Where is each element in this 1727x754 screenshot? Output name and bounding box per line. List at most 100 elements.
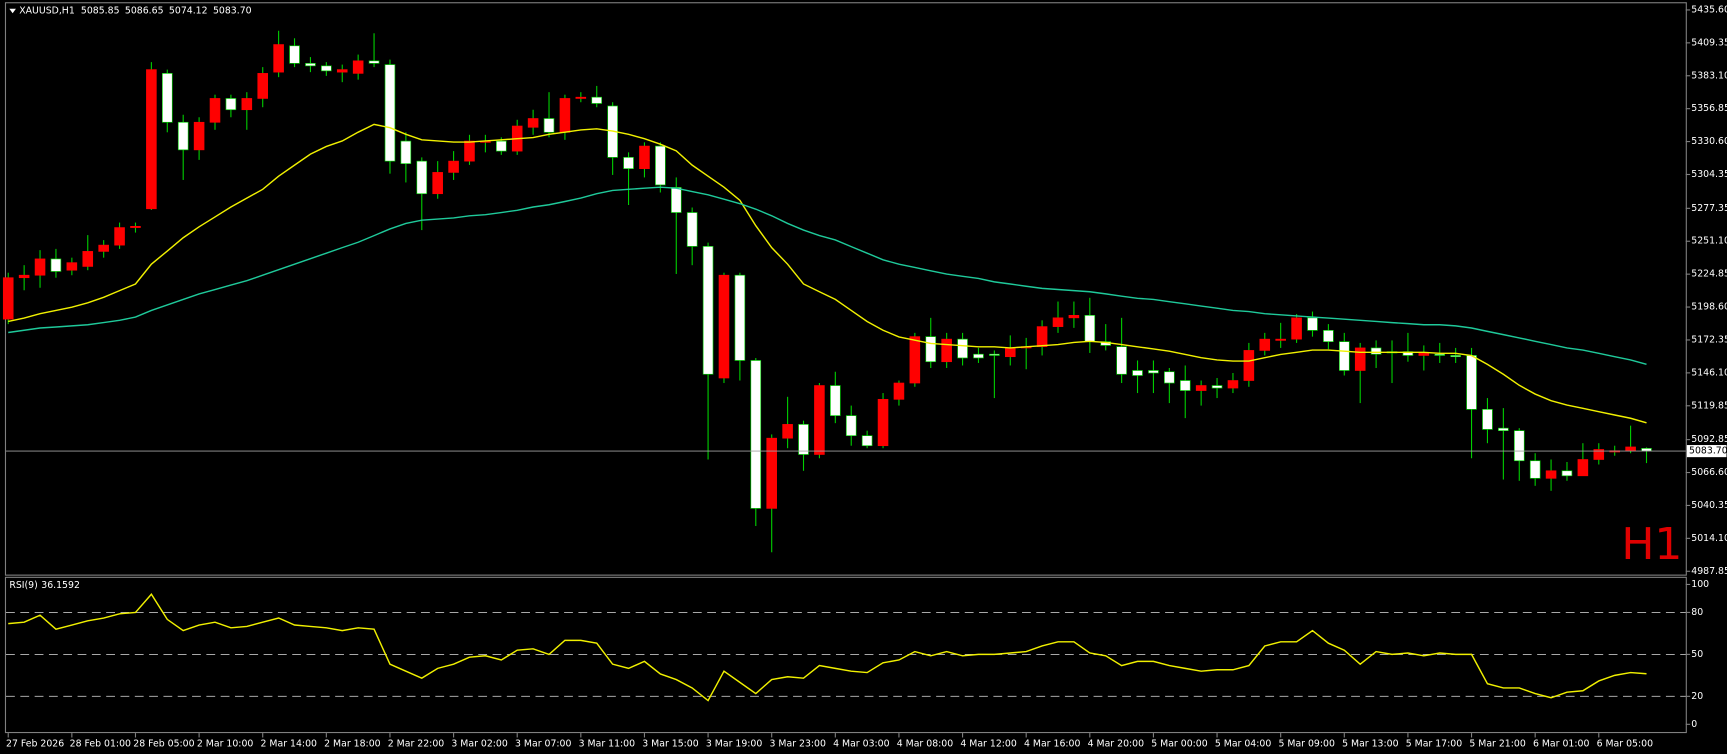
candle-body	[1068, 315, 1080, 319]
x-tick-label: 5 Mar 17:00	[1406, 739, 1462, 750]
x-tick-label: 3 Mar 07:00	[515, 739, 571, 750]
candle-body	[957, 338, 968, 359]
candle-body	[289, 45, 300, 64]
symbol-title: XAUUSD,H1	[19, 6, 75, 17]
candle-body	[273, 44, 284, 73]
candle-body	[1004, 347, 1016, 358]
x-tick-label: 4 Mar 03:00	[833, 739, 889, 750]
candle-body	[1545, 470, 1557, 479]
candle-body	[66, 262, 78, 271]
x-tick-label: 3 Mar 15:00	[642, 739, 698, 750]
candle-body	[1354, 347, 1366, 371]
y-tick-label: 5277.35	[1691, 203, 1727, 214]
candle-body	[1418, 352, 1430, 356]
candle-body	[98, 244, 109, 252]
candle-body	[575, 96, 587, 99]
candle-body	[1132, 370, 1143, 376]
y-tick-label: 5198.60	[1691, 302, 1727, 313]
candle-body	[1052, 317, 1064, 327]
y-tick-label: 5251.10	[1691, 236, 1727, 247]
candle-body	[368, 60, 380, 64]
y-tick-label: 4987.85	[1691, 566, 1727, 577]
candle-body	[1084, 315, 1096, 342]
candle-body	[527, 118, 539, 128]
y-tick-label: 5172.35	[1691, 334, 1727, 345]
candle-body	[448, 160, 459, 173]
timeframe-watermark: H1	[1621, 519, 1682, 570]
candle-body	[352, 60, 364, 74]
candle-body	[384, 64, 396, 162]
candle-body	[241, 98, 253, 111]
candle-body	[623, 157, 634, 169]
candle-body	[686, 212, 698, 247]
y-tick-label: 5435.60	[1691, 4, 1727, 15]
x-tick-label: 5 Mar 21:00	[1469, 739, 1525, 750]
candle-body	[559, 98, 571, 133]
candle-body	[893, 382, 905, 400]
x-tick-label: 5 Mar 13:00	[1342, 739, 1398, 750]
y-tick-label: 0	[1691, 719, 1697, 730]
candle-body	[814, 385, 825, 455]
y-tick-label: 20	[1691, 691, 1703, 702]
rsi-title: RSI(9)	[9, 580, 37, 591]
candle-body	[432, 172, 443, 195]
x-tick-label: 5 Mar 00:00	[1151, 739, 1207, 750]
low-label: 5074.12	[169, 6, 208, 17]
candle-body	[1243, 350, 1255, 381]
y-tick-label: 5014.10	[1691, 533, 1727, 544]
moving-average	[8, 186, 1647, 366]
candle-body	[909, 336, 921, 384]
candle-body	[1164, 371, 1175, 384]
candle-body	[1466, 355, 1477, 410]
candle-body	[336, 69, 348, 73]
open-label: 5085.85	[81, 6, 120, 17]
candle-body	[1323, 330, 1334, 342]
x-tick-label: 4 Mar 12:00	[960, 739, 1016, 750]
y-tick-label: 80	[1691, 607, 1703, 618]
y-tick-label: 50	[1691, 649, 1703, 660]
x-tick-label: 3 Mar 19:00	[706, 739, 762, 750]
rsi-line	[8, 593, 1647, 702]
y-tick-label: 5356.85	[1691, 103, 1727, 114]
candle-body	[416, 160, 428, 195]
candle-body	[877, 398, 889, 447]
candle-body	[1434, 353, 1446, 356]
x-tick-label: 28 Feb 05:00	[133, 739, 194, 750]
candle-body	[973, 353, 984, 359]
y-tick-label: 5146.10	[1691, 367, 1727, 378]
candle-body	[702, 246, 714, 375]
candle-body	[543, 118, 555, 133]
current-price-label: 5083.70	[1689, 446, 1727, 457]
candle-body	[130, 225, 141, 228]
candle-body	[1577, 459, 1589, 477]
y-tick-label: 5330.60	[1691, 136, 1727, 147]
y-tick-label: 5304.35	[1691, 169, 1727, 180]
x-tick-label: 27 Feb 2026	[6, 739, 64, 750]
candle-body	[1625, 446, 1636, 452]
candle-body	[861, 435, 873, 447]
candle-body	[750, 360, 762, 509]
candle-body	[1291, 317, 1302, 340]
candle-body	[1179, 380, 1191, 391]
candle-body	[257, 73, 269, 99]
candle-body	[1036, 326, 1048, 348]
candle-body	[798, 424, 809, 455]
candle-body	[1195, 385, 1207, 391]
candle-body	[496, 140, 507, 152]
candle-body	[400, 140, 412, 164]
x-tick-label: 6 Mar 05:00	[1597, 739, 1653, 750]
x-tick-label: 28 Feb 01:00	[70, 739, 131, 750]
candle-body	[305, 63, 316, 67]
y-tick-label: 5040.35	[1691, 500, 1727, 511]
x-tick-label: 2 Mar 10:00	[197, 739, 253, 750]
y-tick-label: 5224.85	[1691, 269, 1727, 280]
x-tick-label: 3 Mar 02:00	[451, 739, 507, 750]
candle-body	[464, 140, 475, 162]
x-tick-label: 3 Mar 11:00	[579, 739, 635, 750]
candle-body	[591, 96, 603, 104]
candle-body	[1561, 470, 1573, 477]
y-tick-label: 5119.85	[1691, 400, 1727, 411]
candle-body	[146, 69, 157, 210]
